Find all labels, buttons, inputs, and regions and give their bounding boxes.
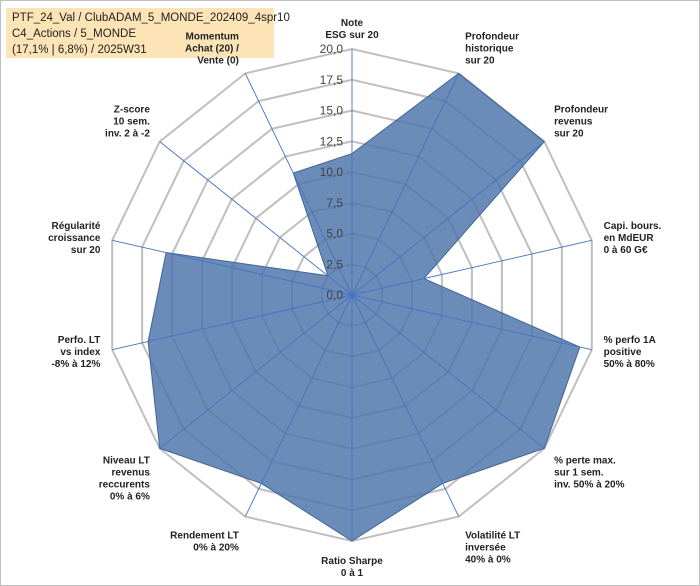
axis-label: Rendement LT 0% à 20% bbox=[170, 531, 239, 554]
axis-label-line: positive bbox=[604, 347, 642, 358]
axis-label-line: % perte max. bbox=[554, 456, 616, 467]
axis-label: Z-score 10 sem. inv. 2 à -2 bbox=[105, 104, 150, 139]
axis-label-line: 0 à 60 G€ bbox=[604, 245, 648, 256]
tick-label: 0,0 bbox=[326, 288, 343, 302]
axis-label: Profondeur revenus sur 20 bbox=[554, 104, 608, 139]
axis-label-line: % perfo 1A bbox=[604, 335, 656, 346]
axis-spoke bbox=[351, 73, 460, 296]
axis-label-line: Vente (0) bbox=[197, 55, 239, 66]
axis-label-line: inversée bbox=[465, 543, 506, 554]
axis-label-line: sur 20 bbox=[71, 245, 101, 256]
axis-spoke bbox=[159, 294, 353, 449]
tick-label: 15,0 bbox=[320, 104, 344, 118]
axis-label-line: Achat (20) / bbox=[185, 43, 239, 54]
axis-label-line: croissance bbox=[48, 233, 101, 244]
axis-label-line: inv. 2 à -2 bbox=[105, 128, 150, 139]
tick-label: 17,5 bbox=[320, 73, 344, 87]
axis-label-line: 0% à 6% bbox=[110, 492, 150, 503]
axis-spoke bbox=[159, 141, 353, 296]
axis-label-line: Volatilité LT bbox=[465, 531, 520, 542]
axis-label: % perfo 1A positive 50% à 80% bbox=[604, 335, 656, 370]
axis-label-line: 0% à 20% bbox=[193, 543, 239, 554]
axis-label-line: vs index bbox=[60, 347, 100, 358]
axis-label: Profondeur historique sur 20 bbox=[465, 31, 519, 66]
axis-label-line: 10 sem. bbox=[113, 116, 150, 127]
tick-label: 12,5 bbox=[320, 134, 344, 148]
axis-spoke bbox=[351, 141, 545, 296]
axis-label: Volatilité LT inversée 40% à 0% bbox=[465, 531, 520, 566]
axis-spoke bbox=[351, 239, 592, 296]
tick-label: 20,0 bbox=[320, 42, 344, 56]
axis-spoke bbox=[244, 294, 353, 517]
axis-label: Momentum Achat (20) / Vente (0) bbox=[185, 31, 239, 66]
axis-spoke bbox=[244, 73, 353, 296]
axis-label-line: Capi. bours. bbox=[604, 221, 662, 232]
axis-label-line: Profondeur bbox=[465, 31, 519, 42]
tick-label: 2,5 bbox=[326, 257, 343, 271]
axis-label-line: sur 1 sem. bbox=[554, 468, 604, 479]
axis-label-line: en MdEUR bbox=[604, 233, 655, 244]
axis-label-line: Momentum bbox=[186, 31, 239, 42]
axis-label-line: inv. 50% à 20% bbox=[554, 480, 625, 491]
axis-label: % perte max. sur 1 sem. inv. 50% à 20% bbox=[554, 456, 625, 491]
axis-label-line: Note bbox=[341, 18, 364, 29]
axis-spoke bbox=[351, 294, 460, 517]
axis-label: Perfo. LT vs index -8% à 12% bbox=[51, 335, 100, 370]
tick-label: 10,0 bbox=[320, 165, 344, 179]
tick-label: 7,5 bbox=[326, 196, 343, 210]
header-line-3: (17,1% | 6,8%) / 2025W31 bbox=[12, 44, 147, 56]
axis-label-line: Rendement LT bbox=[170, 531, 239, 542]
axis-label-line: 0 à 1 bbox=[341, 568, 364, 579]
axis-spoke bbox=[112, 239, 353, 296]
axis-label-line: historique bbox=[465, 43, 514, 54]
axis-label-line: Perfo. LT bbox=[58, 335, 101, 346]
axis-label-line: 50% à 80% bbox=[604, 359, 655, 370]
axis-spoke bbox=[351, 294, 592, 351]
axis-label-line: Niveau LT bbox=[103, 456, 150, 467]
axis-spoke bbox=[112, 294, 353, 351]
axis-label-line: -8% à 12% bbox=[51, 359, 100, 370]
axis-label-line: Profondeur bbox=[554, 104, 608, 115]
axis-label-line: revenus bbox=[112, 468, 151, 479]
axis-label-line: sur 20 bbox=[465, 55, 495, 66]
axis-label-line: Z-score bbox=[114, 104, 151, 115]
axis-label-line: sur 20 bbox=[554, 128, 584, 139]
axis-label-line: revenus bbox=[554, 116, 593, 127]
axis-spoke bbox=[351, 294, 545, 449]
axis-label-line: Ratio Sharpe bbox=[321, 556, 383, 567]
chart-header: PTF_24_Val / ClubADAM_5_MONDE_202409_4sp… bbox=[6, 8, 290, 58]
tick-label: 5,0 bbox=[326, 227, 343, 241]
header-line-1: PTF_24_Val / ClubADAM_5_MONDE_202409_4sp… bbox=[12, 12, 290, 24]
axis-label-line: ESG sur 20 bbox=[325, 30, 379, 41]
axis-label-line: Régularité bbox=[51, 221, 100, 232]
axis-label-line: 40% à 0% bbox=[465, 555, 511, 566]
axis-label-line: reccurents bbox=[99, 480, 151, 491]
header-line-2: C4_Actions / 5_MONDE bbox=[12, 28, 136, 40]
axis-label: Capi. bours. en MdEUR 0 à 60 G€ bbox=[604, 221, 662, 256]
axis-label: Ratio Sharpe 0 à 1 bbox=[321, 556, 383, 579]
axis-label: Régularité croissance sur 20 bbox=[48, 221, 101, 256]
axis-label: Note ESG sur 20 bbox=[325, 18, 379, 41]
axis-label: Niveau LT revenus reccurents 0% à 6% bbox=[99, 456, 151, 503]
